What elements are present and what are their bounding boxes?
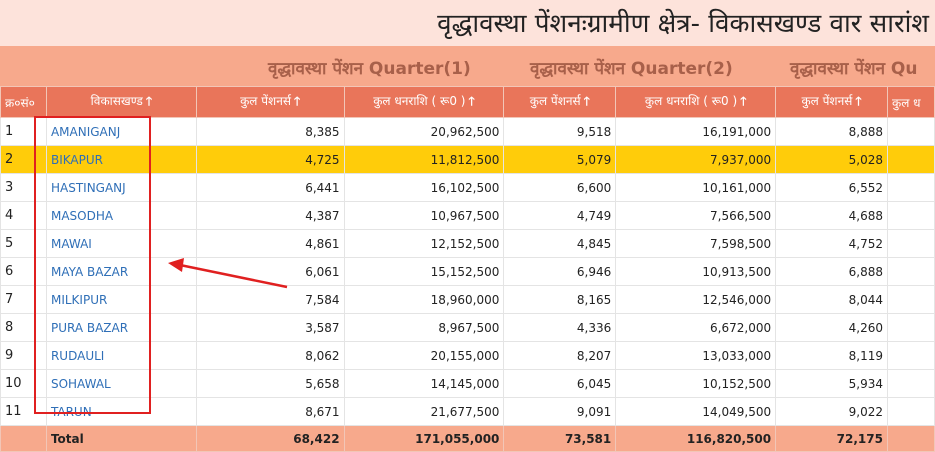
table-row: 7 MILKIPUR 7,584 18,960,000 8,165 12,546,000 8…	[0, 285, 935, 314]
annotation-arrow-head	[168, 258, 184, 272]
q2-pensioners-cell: 8,165	[503, 285, 617, 314]
q3-pensioners-cell: 6,552	[775, 173, 888, 202]
q2-pensioners-cell: 6,946	[503, 257, 617, 286]
table-row: 6 MAYA BAZAR 6,061 15,152,500 6,946 10,913,50…	[0, 257, 935, 286]
table-row: 2 BIKAPUR 4,725 11,812,500 5,079 7,937,000 5,0…	[0, 145, 935, 174]
q2-pensioners-cell: 4,336	[503, 313, 617, 342]
arrow-up-icon[interactable]: 🡑	[145, 93, 153, 108]
q1-amount-cell: 12,152,500	[343, 229, 505, 258]
q3-amount-cell	[886, 117, 935, 146]
table-row: 1 AMANIGANJ 8,385 20,962,500 9,518 16,191,000…	[0, 117, 935, 146]
q2-amount-cell: 7,566,500	[615, 201, 777, 230]
q1-amount-cell: 11,812,500	[343, 145, 505, 174]
table-row: 10 SOHAWAL 5,658 14,145,000 6,045 10,152,500 5…	[0, 369, 935, 398]
q1-pensioners-cell: 7,584	[195, 285, 345, 314]
q2-amount-cell: 16,191,000	[615, 117, 777, 146]
block-link[interactable]: BIKAPUR	[45, 145, 197, 174]
q1-amount-cell: 21,677,500	[343, 397, 505, 426]
annotation-arrow-line	[179, 263, 288, 289]
q3-amount-cell	[886, 313, 935, 342]
q1-pensioners-cell: 5,658	[195, 369, 345, 398]
sn-cell: 5	[0, 229, 47, 258]
q3-amount-cell	[886, 369, 935, 398]
annotation-highlight-box	[34, 116, 151, 414]
quarter-1-label: वृद्धावस्था पेंशन Quarter(1)	[268, 59, 471, 79]
q1-amount-cell: 20,155,000	[343, 341, 505, 370]
col-header-block[interactable]: विकासखण्ड 🡑	[45, 86, 197, 118]
table-row: 8 PURA BAZAR 3,587 8,967,500 4,336 6,672,000 4…	[0, 313, 935, 342]
pension-summary-table: क्र०सं० विकासखण्ड 🡑 कुल पेंशनर्स 🡑 कुल धनर…	[0, 86, 935, 452]
q2-amount-cell: 10,913,500	[615, 257, 777, 286]
q2-pensioners-cell: 9,518	[503, 117, 617, 146]
arrow-up-icon[interactable]: 🡑	[855, 93, 862, 108]
page-title: वृद्धावस्था पेंशनःग्रामीण क्षेत्र- विकास…	[0, 0, 935, 46]
q1-pensioners-cell: 4,861	[195, 229, 345, 258]
q1-amount-cell: 15,152,500	[343, 257, 505, 286]
table-row: 5 MAWAI 4,861 12,152,500 4,845 7,598,500 4,752	[0, 229, 935, 258]
q2-amount-cell: 7,598,500	[615, 229, 777, 258]
sn-cell: 9	[0, 341, 47, 370]
q2-pensioners-cell: 8,207	[503, 341, 617, 370]
q2-amount-cell: 10,161,000	[615, 173, 777, 202]
sn-cell: 7	[0, 285, 47, 314]
sn-cell: 11	[0, 397, 47, 426]
q1-amount-cell: 16,102,500	[343, 173, 505, 202]
sn-cell: 6	[0, 257, 47, 286]
sn-cell: 8	[0, 313, 47, 342]
q2-pensioners-cell: 4,749	[503, 201, 617, 230]
q1-pensioners-cell: 8,671	[195, 397, 345, 426]
q3-pensioners-cell: 9,022	[775, 397, 888, 426]
q3-pensioners-cell: 4,752	[775, 229, 888, 258]
quarter-3-label: वृद्धावस्था पेंशन Qu	[790, 59, 918, 79]
q2-pensioners-cell: 5,079	[503, 145, 617, 174]
q1-amount-cell: 14,145,000	[343, 369, 505, 398]
sn-cell: 3	[0, 173, 47, 202]
arrow-up-icon[interactable]: 🡑	[740, 93, 747, 108]
block-link[interactable]: TARUN	[45, 397, 197, 426]
table-row: 11 TARUN 8,671 21,677,500 9,091 14,049,500 9,0…	[0, 397, 935, 426]
q3-amount-cell	[886, 145, 935, 174]
q2-pensioners-cell: 4,845	[503, 229, 617, 258]
q3-pensioners-cell: 5,934	[775, 369, 888, 398]
q1-pensioners-cell: 6,061	[195, 257, 345, 286]
q2-amount-cell: 14,049,500	[615, 397, 777, 426]
q2-amount-cell: 12,546,000	[615, 285, 777, 314]
col-header-q3-pensioners[interactable]: कुल पेंशनर्स 🡑	[775, 86, 888, 118]
q1-pensioners-cell: 8,385	[195, 117, 345, 146]
q3-amount-cell	[886, 201, 935, 230]
q2-amount-cell: 7,937,000	[615, 145, 777, 174]
q2-pensioners-cell: 6,600	[503, 173, 617, 202]
q2-amount-cell: 13,033,000	[615, 341, 777, 370]
table-row: 9 RUDAULI 8,062 20,155,000 8,207 13,033,000 8,…	[0, 341, 935, 370]
q1-amount-cell: 18,960,000	[343, 285, 505, 314]
col-header-sn[interactable]: क्र०सं०	[0, 86, 47, 118]
block-link[interactable]: MASODHA	[45, 201, 197, 230]
col-header-q3-amount[interactable]: कुल ध	[886, 86, 935, 118]
arrow-up-icon[interactable]: 🡑	[583, 93, 590, 108]
sn-cell: 2	[0, 145, 47, 174]
block-link[interactable]: MILKIPUR	[45, 285, 197, 314]
q2-amount-cell: 10,152,500	[615, 369, 777, 398]
col-header-q2-pensioners[interactable]: कुल पेंशनर्स 🡑	[503, 86, 617, 118]
q1-pensioners-cell: 4,725	[195, 145, 345, 174]
q1-amount-cell: 20,962,500	[343, 117, 505, 146]
column-header-row: क्र०सं० विकासखण्ड 🡑 कुल पेंशनर्स 🡑 कुल धनर…	[0, 86, 935, 118]
quarter-2-label: वृद्धावस्था पेंशन Quarter(2)	[530, 59, 733, 79]
q2-amount-cell: 6,672,000	[615, 313, 777, 342]
col-header-q1-amount[interactable]: कुल धनराशि ( रू0 ) 🡑	[343, 86, 505, 118]
col-header-q1-pensioners[interactable]: कुल पेंशनर्स 🡑	[195, 86, 345, 118]
q2-pensioners-cell: 6,045	[503, 369, 617, 398]
arrow-up-icon[interactable]: 🡑	[294, 93, 301, 108]
q3-pensioners-cell: 5,028	[775, 145, 888, 174]
quarter-header-row: वृद्धावस्था पेंशन Quarter(1) वृद्धावस्था…	[0, 46, 935, 86]
sn-cell: 10	[0, 369, 47, 398]
q1-pensioners-cell: 4,387	[195, 201, 345, 230]
block-link[interactable]: HASTINGANJ	[45, 173, 197, 202]
arrow-up-icon[interactable]: 🡑	[468, 93, 475, 108]
